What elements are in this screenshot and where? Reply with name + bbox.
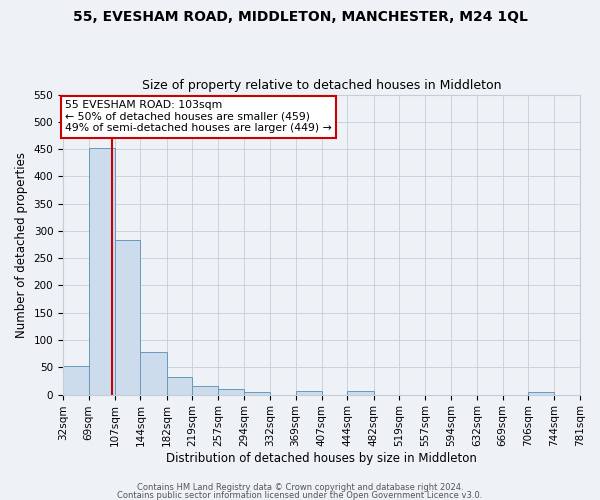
Y-axis label: Number of detached properties: Number of detached properties (15, 152, 28, 338)
Text: 55 EVESHAM ROAD: 103sqm
← 50% of detached houses are smaller (459)
49% of semi-d: 55 EVESHAM ROAD: 103sqm ← 50% of detache… (65, 100, 332, 133)
Bar (140, 352, 167, 395)
X-axis label: Distribution of detached houses by size in Middleton: Distribution of detached houses by size … (166, 452, 477, 465)
Bar (63, 366, 89, 394)
Bar (218, 389, 244, 394)
Bar (296, 391, 322, 394)
Bar (167, 377, 192, 394)
Bar (115, 240, 140, 394)
Bar (192, 386, 218, 394)
Text: Contains HM Land Registry data © Crown copyright and database right 2024.: Contains HM Land Registry data © Crown c… (137, 484, 463, 492)
Title: Size of property relative to detached houses in Middleton: Size of property relative to detached ho… (142, 79, 501, 92)
Bar (347, 392, 374, 394)
Text: 55, EVESHAM ROAD, MIDDLETON, MANCHESTER, M24 1QL: 55, EVESHAM ROAD, MIDDLETON, MANCHESTER,… (73, 10, 527, 24)
Bar (89, 148, 115, 394)
Bar (244, 392, 270, 394)
Bar (528, 392, 554, 394)
Text: Contains public sector information licensed under the Open Government Licence v3: Contains public sector information licen… (118, 490, 482, 500)
